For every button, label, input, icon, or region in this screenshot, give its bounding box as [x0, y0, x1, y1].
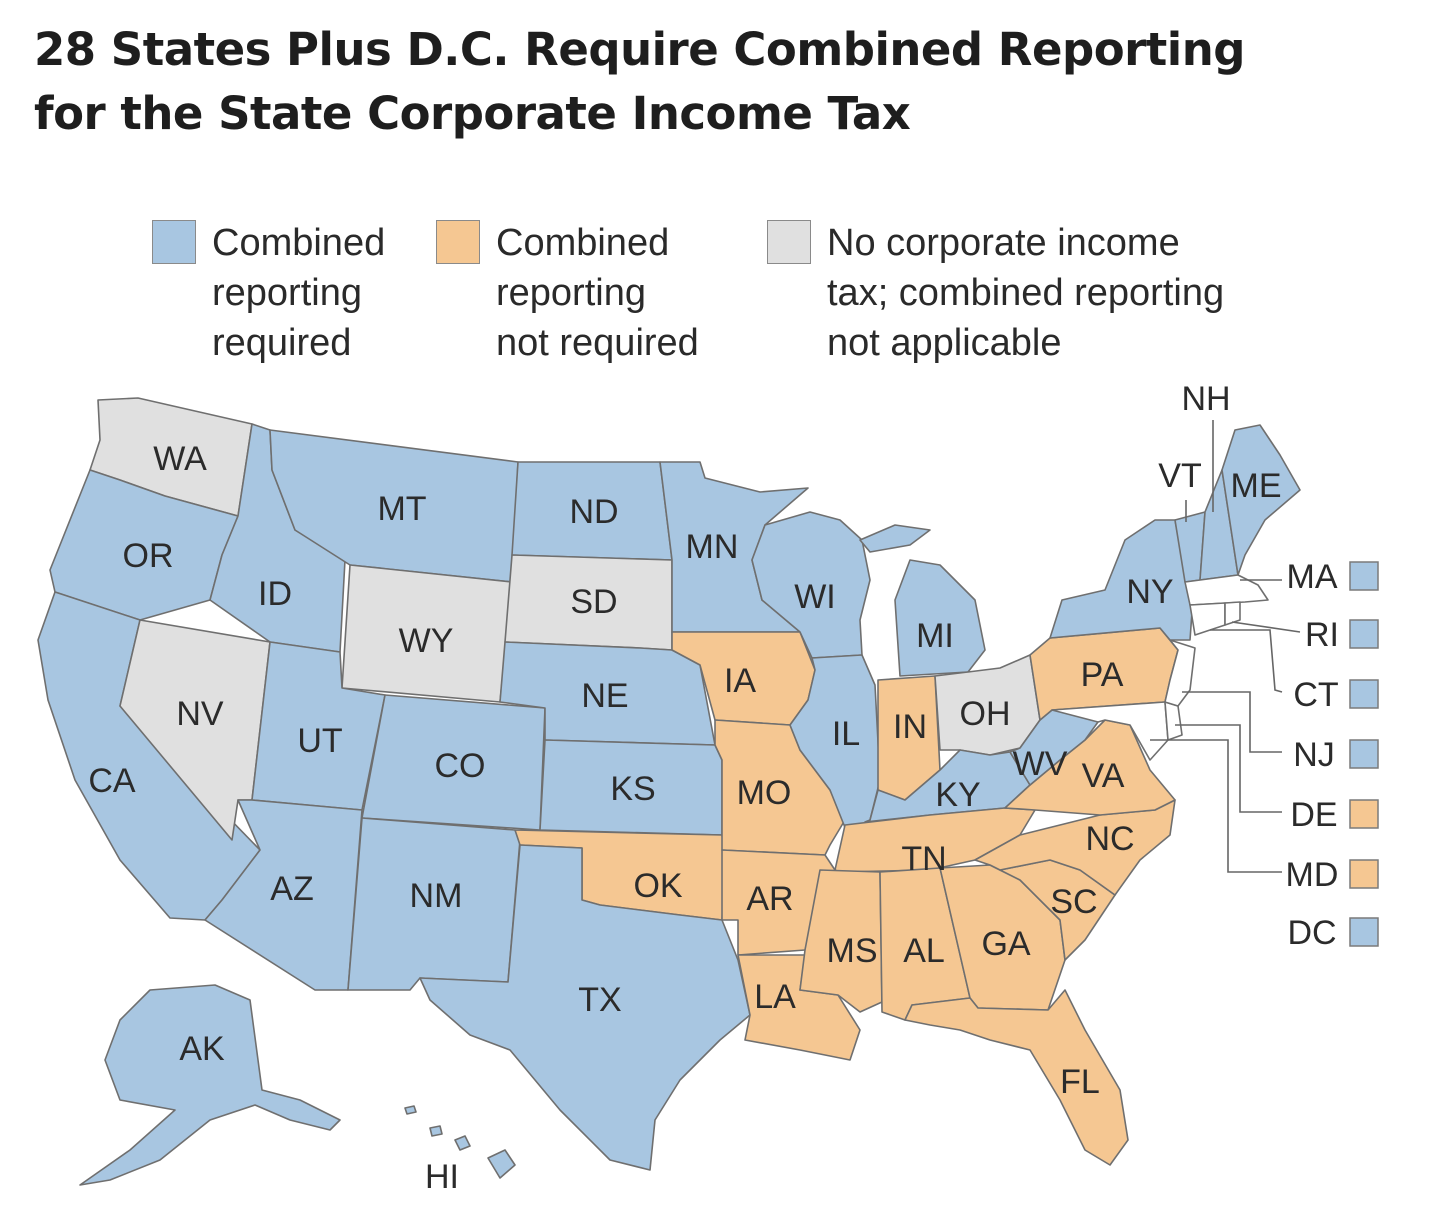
small-state-legend [1349, 561, 1379, 947]
legend-label-no-tax: No corporate income tax; combined report… [827, 222, 1225, 364]
label-FL: FL [1060, 1063, 1100, 1101]
title-line-1: 28 States Plus D.C. Require Combined Rep… [34, 23, 1245, 76]
label-NC: NC [1085, 820, 1134, 858]
label-AR: AR [746, 880, 793, 918]
legend-label-combined-required: Combined reporting required [212, 222, 386, 364]
label-NE: NE [581, 677, 628, 715]
label-LA: LA [754, 978, 796, 1016]
state-MI[interactable] [859, 524, 986, 677]
state-WI[interactable] [751, 511, 871, 659]
label-MN: MN [686, 528, 739, 566]
legend-swatch-combined-required [152, 220, 196, 264]
small-label-MD: MD [1286, 856, 1339, 894]
label-WI: WI [794, 578, 836, 616]
state-TX[interactable] [419, 844, 751, 1171]
label-NY: NY [1126, 573, 1173, 611]
small-label-CT: CT [1293, 676, 1338, 714]
leader-CT [1210, 629, 1283, 693]
label-SD: SD [570, 583, 617, 621]
legend-label-not-required: Combined reporting not required [496, 222, 699, 364]
label-AZ: AZ [270, 870, 313, 908]
small-box-RI[interactable] [1349, 619, 1379, 649]
label-NH: NH [1181, 380, 1230, 418]
state-RI[interactable] [1224, 601, 1241, 626]
state-AK[interactable] [79, 984, 341, 1186]
map-title: 28 States Plus D.C. Require Combined Rep… [34, 18, 1424, 146]
leader-lines [1150, 420, 1301, 873]
label-AL: AL [903, 932, 945, 970]
label-UT: UT [297, 722, 342, 760]
label-GA: GA [981, 925, 1030, 963]
label-MS: MS [827, 932, 878, 970]
label-OH: OH [960, 695, 1011, 733]
legend-item-no-tax: No corporate income tax; combined report… [767, 218, 1224, 368]
label-IN: IN [893, 708, 927, 746]
state-ME[interactable] [1221, 424, 1301, 576]
state-HI[interactable] [404, 1105, 516, 1179]
label-VA: VA [1082, 757, 1125, 795]
label-MO: MO [737, 774, 792, 812]
state-NJ[interactable] [1164, 639, 1196, 707]
small-label-DE: DE [1290, 796, 1337, 834]
leader-DE [1175, 724, 1282, 813]
label-MT: MT [377, 490, 426, 528]
legend-item-combined-required: Combined reporting required [152, 218, 385, 368]
label-WY: WY [399, 622, 454, 660]
state-FL[interactable] [904, 989, 1129, 1166]
small-label-NJ: NJ [1293, 736, 1335, 774]
label-CO: CO [435, 747, 486, 785]
label-KS: KS [610, 770, 655, 808]
leader-MD [1150, 739, 1282, 873]
label-NM: NM [410, 877, 463, 915]
label-MI: MI [916, 617, 954, 655]
small-label-MA: MA [1287, 558, 1338, 596]
label-ND: ND [569, 493, 618, 531]
label-HI: HI [425, 1158, 459, 1196]
title-line-2: for the State Corporate Income Tax [34, 87, 911, 140]
label-OR: OR [123, 537, 174, 575]
small-label-RI: RI [1305, 616, 1339, 654]
leader-NJ [1182, 691, 1282, 753]
small-box-DE[interactable] [1349, 799, 1379, 829]
label-ME: ME [1231, 467, 1282, 505]
label-OK: OK [633, 867, 682, 905]
label-CA: CA [88, 762, 136, 800]
small-box-DC[interactable] [1349, 917, 1379, 947]
label-VT: VT [1158, 457, 1201, 495]
label-TN: TN [901, 840, 946, 878]
state-labels: WA OR CA NV ID MT WY UT AZ CO NM ND SD N… [88, 380, 1281, 1196]
small-label-DC: DC [1287, 914, 1336, 952]
legend-swatch-no-tax [767, 220, 811, 264]
state-DE[interactable] [1164, 701, 1183, 741]
label-WA: WA [153, 440, 207, 478]
small-box-CT[interactable] [1349, 679, 1379, 709]
small-state-labels: MA RI CT NJ DE MD DC [1286, 558, 1339, 952]
label-ID: ID [258, 575, 292, 613]
legend-item-not-required: Combined reporting not required [436, 218, 699, 368]
label-NV: NV [176, 695, 224, 733]
state-IL[interactable] [789, 654, 881, 841]
leader-RI [1231, 621, 1301, 633]
label-PA: PA [1081, 656, 1124, 694]
legend-swatch-not-required [436, 220, 480, 264]
label-SC: SC [1050, 883, 1097, 921]
small-box-NJ[interactable] [1349, 739, 1379, 769]
label-WV: WV [1013, 745, 1068, 783]
small-box-MD[interactable] [1349, 859, 1379, 889]
label-IL: IL [832, 715, 860, 753]
label-IA: IA [724, 662, 756, 700]
small-box-MA[interactable] [1349, 561, 1379, 591]
label-KY: KY [935, 776, 980, 814]
label-TX: TX [578, 981, 621, 1019]
label-AK: AK [179, 1030, 225, 1068]
state-MD[interactable] [1051, 701, 1169, 761]
